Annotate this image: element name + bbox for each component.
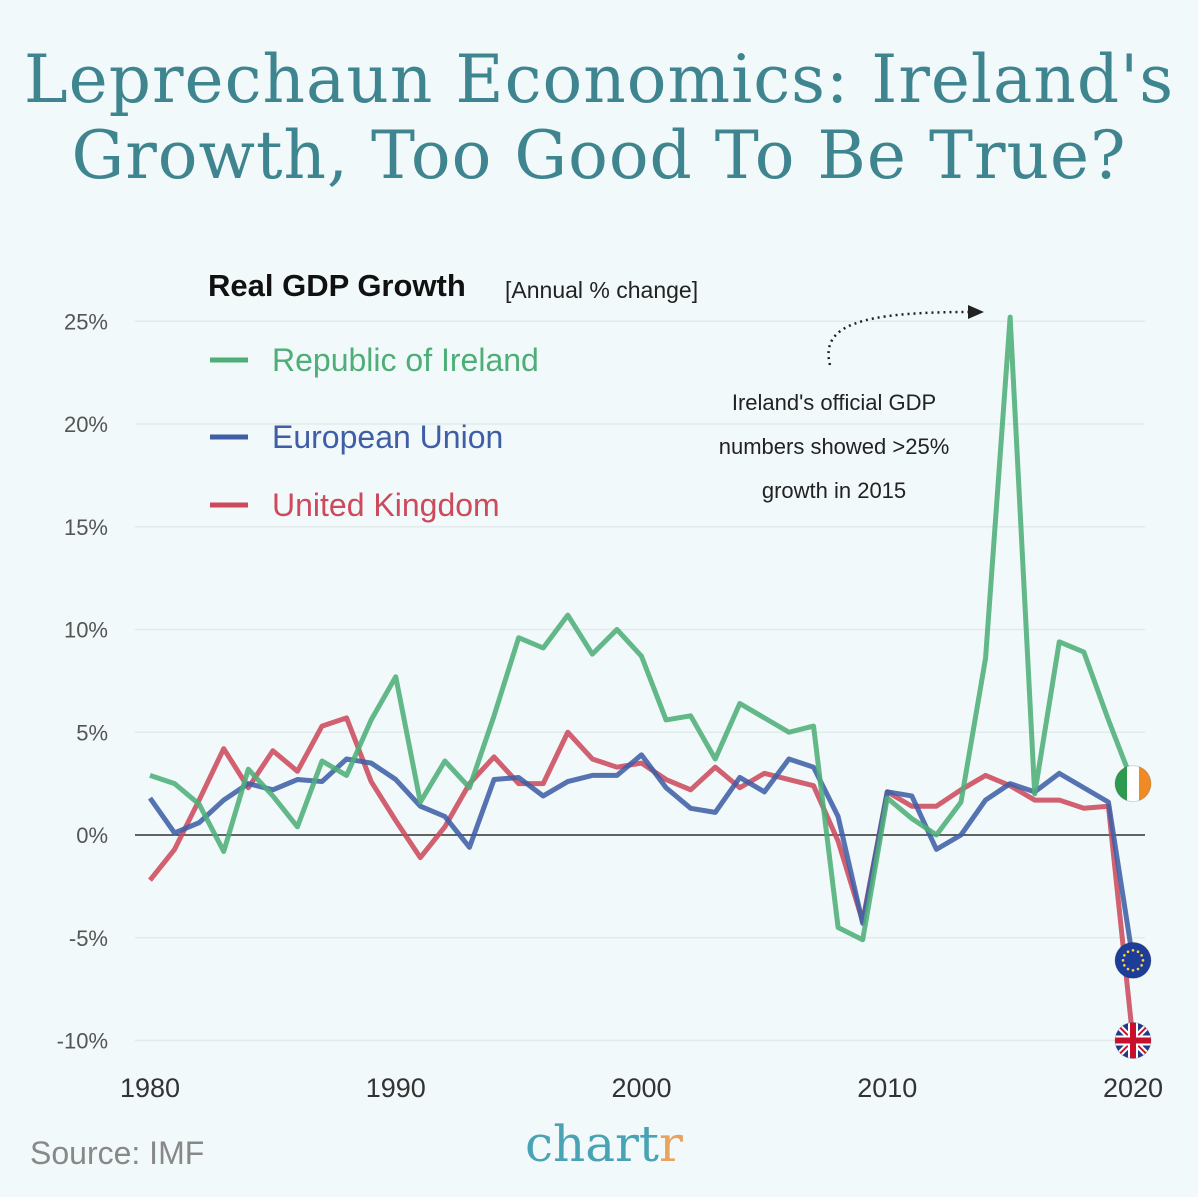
y-tick-label: 5%: [76, 720, 108, 745]
chartr-logo: chartr: [525, 1115, 683, 1173]
ireland-flag-icon: [1114, 765, 1152, 803]
eu-flag-icon: [1114, 941, 1152, 979]
series-line-european-union: [147, 752, 1136, 961]
uk-flag-icon: [1114, 1022, 1152, 1059]
x-tick-label: 2000: [611, 1073, 671, 1103]
y-axis-ticks: 25% 20% 15% 10% 5% 0% -5% -10%: [57, 309, 108, 1053]
annotation-line-3: growth in 2015: [762, 478, 906, 503]
legend-label-ireland: Republic of Ireland: [272, 342, 539, 378]
y-tick-label: 25%: [64, 309, 108, 334]
annotation-arrowhead: [968, 305, 984, 319]
chart-title: Real GDP Growth: [208, 268, 466, 303]
y-tick-label: -5%: [69, 926, 108, 951]
x-tick-label: 2010: [857, 1073, 917, 1103]
x-tick-label: 1990: [366, 1073, 426, 1103]
flag-markers: [1114, 765, 1152, 1059]
y-tick-label: -10%: [57, 1029, 108, 1054]
legend-label-uk: United Kingdom: [272, 487, 500, 523]
annotation-line-1: Ireland's official GDP: [732, 390, 936, 415]
series-line-republic-of-ireland: [149, 314, 1136, 943]
x-axis-ticks: 1980 1990 2000 2010 2020: [120, 1073, 1163, 1103]
annotation-line-2: numbers showed >25%: [719, 434, 950, 459]
legend-label-eu: European Union: [272, 419, 503, 455]
y-tick-label: 15%: [64, 515, 108, 540]
y-tick-label: 20%: [64, 412, 108, 437]
y-tick-label: 10%: [64, 618, 108, 643]
x-tick-label: 2020: [1103, 1073, 1163, 1103]
chart-subtitle: [Annual % change]: [505, 277, 698, 303]
source-note: Source: IMF: [30, 1135, 205, 1171]
annotation: Ireland's official GDP numbers showed >2…: [719, 305, 984, 503]
series-line-united-kingdom: [148, 715, 1136, 1041]
x-tick-label: 1980: [120, 1073, 180, 1103]
legend: Republic of Ireland European Union Unite…: [210, 342, 539, 523]
annotation-arrow: [827, 310, 971, 366]
title-line-2: Growth, Too Good To Be True?: [71, 117, 1127, 194]
series-lines: [147, 314, 1136, 1041]
gridlines: [135, 320, 1145, 1042]
y-tick-label: 0%: [76, 823, 108, 848]
title-line-1: Leprechaun Economics: Ireland's: [23, 41, 1175, 118]
